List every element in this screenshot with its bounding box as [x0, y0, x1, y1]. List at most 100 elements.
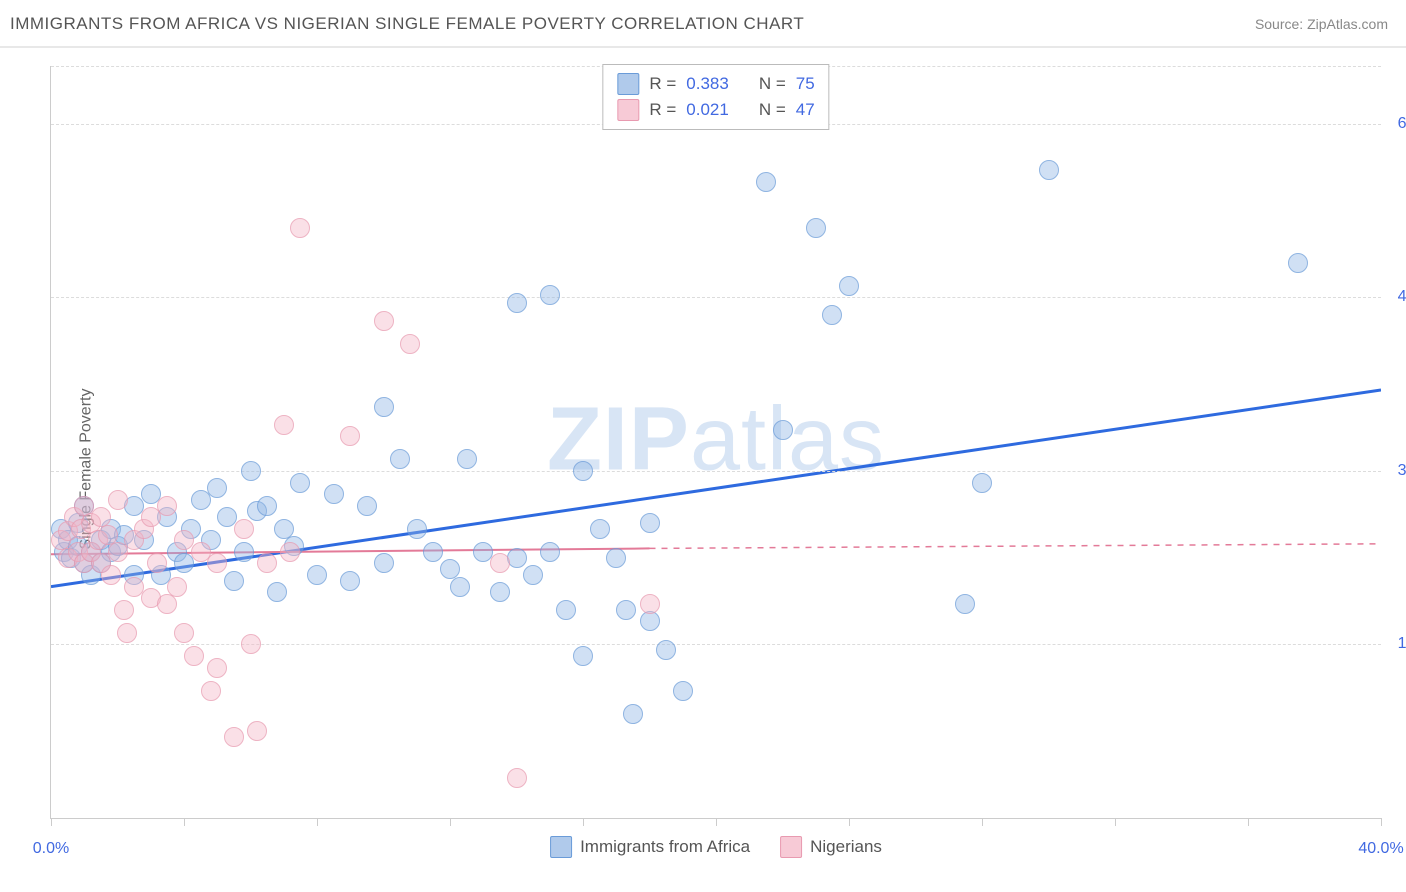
legend-item-1: Immigrants from Africa [550, 836, 750, 858]
data-point [523, 565, 543, 585]
data-point [257, 496, 277, 516]
data-point [556, 600, 576, 620]
swatch-icon [550, 836, 572, 858]
data-point [174, 623, 194, 643]
xtick [849, 818, 850, 826]
xtick-label: 40.0% [1358, 840, 1403, 858]
data-point [507, 293, 527, 313]
data-point [114, 600, 134, 620]
legend-stats-row-2: R = 0.021 N = 47 [617, 97, 814, 123]
data-point [540, 285, 560, 305]
chart-title: IMMIGRANTS FROM AFRICA VS NIGERIAN SINGL… [10, 14, 804, 34]
data-point [806, 218, 826, 238]
data-point [157, 496, 177, 516]
data-point [207, 553, 227, 573]
xtick [184, 818, 185, 826]
data-point [234, 519, 254, 539]
source-name: ZipAtlas.com [1307, 16, 1388, 32]
data-point [290, 218, 310, 238]
xtick [51, 818, 52, 826]
header: IMMIGRANTS FROM AFRICA VS NIGERIAN SINGL… [0, 0, 1406, 48]
swatch-icon [780, 836, 802, 858]
data-point [357, 496, 377, 516]
n-value: 75 [796, 71, 815, 97]
data-point [207, 658, 227, 678]
watermark-thin: atlas [690, 389, 885, 489]
data-point [280, 542, 300, 562]
data-point [201, 681, 221, 701]
data-point [117, 623, 137, 643]
ytick-label: 45.0% [1387, 288, 1406, 306]
data-point [374, 397, 394, 417]
legend-stats-row-1: R = 0.383 N = 75 [617, 71, 814, 97]
data-point [640, 513, 660, 533]
data-point [241, 461, 261, 481]
data-point [167, 577, 187, 597]
data-point [234, 542, 254, 562]
xtick [716, 818, 717, 826]
data-point [224, 727, 244, 747]
data-point [241, 634, 261, 654]
r-label: R = [649, 71, 676, 97]
data-point [656, 640, 676, 660]
data-point [450, 577, 470, 597]
swatch-icon [617, 73, 639, 95]
data-point [457, 449, 477, 469]
data-point [108, 490, 128, 510]
legend-label: Immigrants from Africa [580, 837, 750, 857]
legend-series: Immigrants from Africa Nigerians [550, 836, 882, 858]
data-point [290, 473, 310, 493]
watermark: ZIPatlas [547, 388, 885, 491]
r-value: 0.021 [686, 97, 729, 123]
watermark-bold: ZIP [547, 389, 690, 489]
legend-label: Nigerians [810, 837, 882, 857]
data-point [147, 553, 167, 573]
data-point [490, 553, 510, 573]
data-point [423, 542, 443, 562]
data-point [507, 768, 527, 788]
chart-area: Single Female Poverty ZIPatlas R = 0.383… [0, 46, 1406, 892]
data-point [340, 426, 360, 446]
data-point [673, 681, 693, 701]
data-point [756, 172, 776, 192]
xtick [450, 818, 451, 826]
xtick [1381, 818, 1382, 826]
xtick [982, 818, 983, 826]
data-point [540, 542, 560, 562]
data-point [573, 646, 593, 666]
data-point [623, 704, 643, 724]
data-point [224, 571, 244, 591]
xtick [1248, 818, 1249, 826]
r-value: 0.383 [686, 71, 729, 97]
xtick [583, 818, 584, 826]
data-point [274, 415, 294, 435]
data-point [955, 594, 975, 614]
data-point [247, 721, 267, 741]
data-point [839, 276, 859, 296]
legend-item-2: Nigerians [780, 836, 882, 858]
data-point [101, 565, 121, 585]
data-point [773, 420, 793, 440]
xtick [1115, 818, 1116, 826]
data-point [616, 600, 636, 620]
data-point [573, 461, 593, 481]
data-point [590, 519, 610, 539]
gridline-h [51, 297, 1381, 298]
data-point [390, 449, 410, 469]
ytick-label: 15.0% [1387, 635, 1406, 653]
data-point [374, 311, 394, 331]
data-point [340, 571, 360, 591]
xtick-label: 0.0% [33, 840, 69, 858]
data-point [400, 334, 420, 354]
data-point [640, 611, 660, 631]
legend-stats: R = 0.383 N = 75 R = 0.021 N = 47 [602, 64, 829, 130]
n-value: 47 [796, 97, 815, 123]
data-point [307, 565, 327, 585]
data-point [407, 519, 427, 539]
data-point [184, 646, 204, 666]
r-label: R = [649, 97, 676, 123]
n-label: N = [759, 71, 786, 97]
data-point [972, 473, 992, 493]
data-point [157, 594, 177, 614]
swatch-icon [617, 99, 639, 121]
